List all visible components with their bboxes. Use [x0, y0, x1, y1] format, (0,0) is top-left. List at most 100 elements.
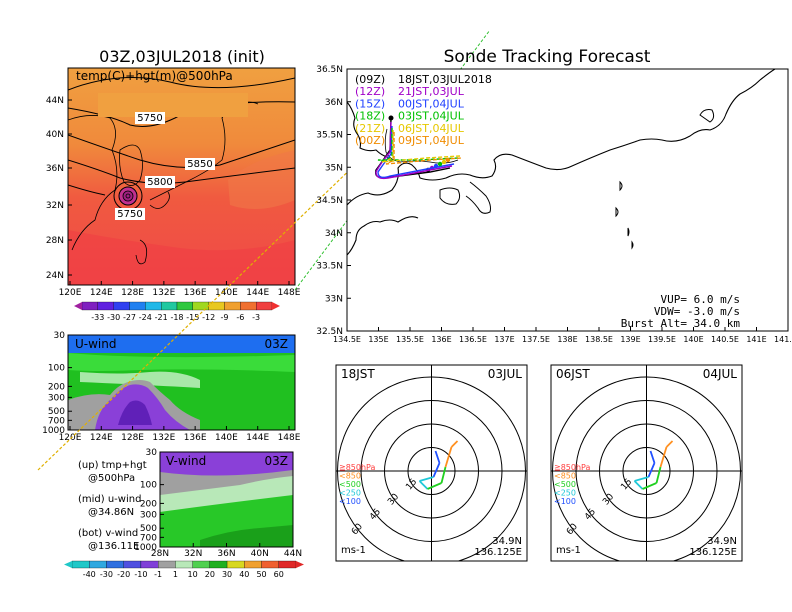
hodograph-segment	[434, 450, 441, 464]
level-legend-item: ≧850hPa	[554, 463, 591, 472]
legend-note-bot: (bot) v-wind	[78, 528, 138, 539]
colorbar-tick-label: -3	[252, 313, 260, 322]
colorbar-swatch	[158, 560, 176, 569]
lon-tick-label: 135.5E	[396, 335, 424, 344]
colorbar-swatch	[113, 301, 130, 311]
hodograph-segment	[432, 462, 441, 478]
run-time: 00JST,04JUL	[398, 97, 465, 110]
burst-point-marker	[433, 163, 439, 169]
colorbar-swatch	[81, 301, 98, 311]
lon-tick-label: 128E	[121, 433, 144, 443]
hodograph-segment	[659, 446, 668, 468]
colorbar-tick-label: 40	[239, 570, 249, 579]
uwind-label: U-wind	[75, 337, 116, 351]
lat-tick-label: 34.5N	[316, 196, 343, 206]
speed-unit: ms-1	[341, 545, 366, 556]
hodograph-segment	[440, 466, 447, 484]
vwind-time: 03Z	[265, 454, 289, 468]
speed-unit: ms-1	[556, 545, 581, 556]
wind-colorbar: -40 -30 -20 -10 -1 1 10 20 30 40 50 60	[64, 560, 304, 579]
contour-label-bg	[185, 158, 215, 170]
lon-tick-label: 128E	[121, 288, 144, 298]
uwind-section	[68, 335, 295, 430]
pressure-tick-label: 200	[48, 382, 65, 392]
colorbar-swatch	[278, 560, 297, 569]
launch-parameters: VUP= 6.0 m/s VDW= -3.0 m/s Burst Alt= 34…	[621, 293, 741, 330]
colorbar-swatch	[106, 560, 124, 569]
lon-tick-label: 124E	[90, 288, 113, 298]
lat-tick-label: 24N	[46, 271, 64, 281]
colorbar-tick-label: -15	[186, 313, 199, 322]
panel-legend-notes: (up) tmp+hgt @500hPa (mid) u-wind @34.86…	[78, 460, 147, 552]
contour-label-bg	[115, 208, 145, 220]
pressure-tick-label: 1000	[134, 543, 157, 553]
legend-note-mid: (mid) u-wind	[78, 494, 141, 505]
colorbar-end-arrow	[272, 302, 280, 310]
lon-tick-label: 136E	[184, 433, 207, 443]
lat-tick-label: 32N	[46, 201, 64, 211]
pressure-tick-label: 100	[48, 364, 65, 374]
lon-tick-label: 140.5E	[711, 335, 739, 344]
sonde-track-line	[385, 132, 463, 165]
track-lon-ticks: 134.5E 135E 135.5E 136E 136.5E 137E 137.5E 138E…	[333, 327, 792, 344]
hodograph-segment	[634, 476, 649, 482]
colorbar-end-arrow	[296, 561, 304, 568]
contour-label: 5850	[187, 159, 212, 170]
left-title: 03Z,03JUL2018 (init)	[99, 47, 265, 66]
lon-tick-label: 141E	[746, 335, 766, 344]
legend-note-bot-level: @136.11E	[88, 541, 139, 552]
lat-tick-label: 36.5N	[316, 65, 343, 75]
colorbar-swatch	[145, 301, 162, 311]
colorbar-swatch	[123, 560, 142, 569]
run-tag: (12Z)	[355, 85, 385, 98]
pressure-tick-label: 300	[140, 510, 157, 520]
lat-tick-label: 32.5N	[316, 327, 343, 337]
lat-tick-label: 44N	[284, 549, 302, 559]
coastline-map	[347, 69, 776, 256]
lon-tick-label: 136E	[184, 288, 207, 298]
level-legend-item: <850	[339, 472, 361, 481]
ascent-rate: VUP= 6.0 m/s	[661, 293, 740, 306]
hodograph-segment	[633, 480, 644, 490]
colorbar-tick-label: 10	[188, 570, 198, 579]
hodograph-segment	[642, 482, 657, 490]
colorbar-tick-label: 1	[173, 570, 178, 579]
launch-site-marker	[388, 115, 394, 121]
run-tag: (21Z)	[355, 122, 385, 135]
colorbar-swatch	[89, 560, 107, 569]
lon-tick-label: 137E	[494, 335, 514, 344]
pressure-tick-label: 200	[140, 499, 157, 509]
lon-tick-label: 138.5E	[585, 335, 613, 344]
level-legend-item: <100	[339, 497, 361, 506]
colorbar-swatch	[192, 301, 209, 311]
lon-tick-label: 144E	[246, 433, 269, 443]
colorbar-tick-label: -30	[100, 570, 113, 579]
uwind-time: 03Z	[265, 337, 289, 351]
level-legend-item: <250	[339, 489, 361, 498]
right-title: Sonde Tracking Forecast	[444, 47, 651, 67]
burst-point-marker	[437, 161, 443, 167]
colorbar-swatch	[226, 560, 245, 569]
hodograph-segment	[647, 462, 656, 478]
sonde-track-line	[381, 130, 461, 163]
station-lat: 34.9N	[707, 536, 737, 547]
colorbar-tick-label: -1	[154, 570, 162, 579]
run-tag: (15Z)	[355, 97, 385, 110]
contour-labels: 5750 5850 5800 5750	[115, 112, 215, 220]
lon-tick-label: 140E	[215, 288, 238, 298]
pressure-tick-label: 500	[48, 407, 65, 417]
station-lon: 136.125E	[689, 547, 737, 558]
lat-tick-label: 34N	[325, 229, 343, 239]
vwind-label: V-wind	[166, 454, 206, 468]
lon-tick-label: 132E	[152, 433, 175, 443]
colorbar-swatch	[71, 560, 90, 569]
lat-tick-label: 33.5N	[316, 262, 343, 272]
run-time: 09JST,04JUL	[398, 134, 465, 147]
colorbar-swatch	[192, 560, 210, 569]
lat-tick-label: 32N	[184, 549, 202, 559]
lon-tick-label: 140E	[215, 433, 238, 443]
lat-tick-label: 35.5N	[316, 131, 343, 141]
map-field-label: temp(C)+hgt(m)@500hPa	[76, 69, 233, 83]
